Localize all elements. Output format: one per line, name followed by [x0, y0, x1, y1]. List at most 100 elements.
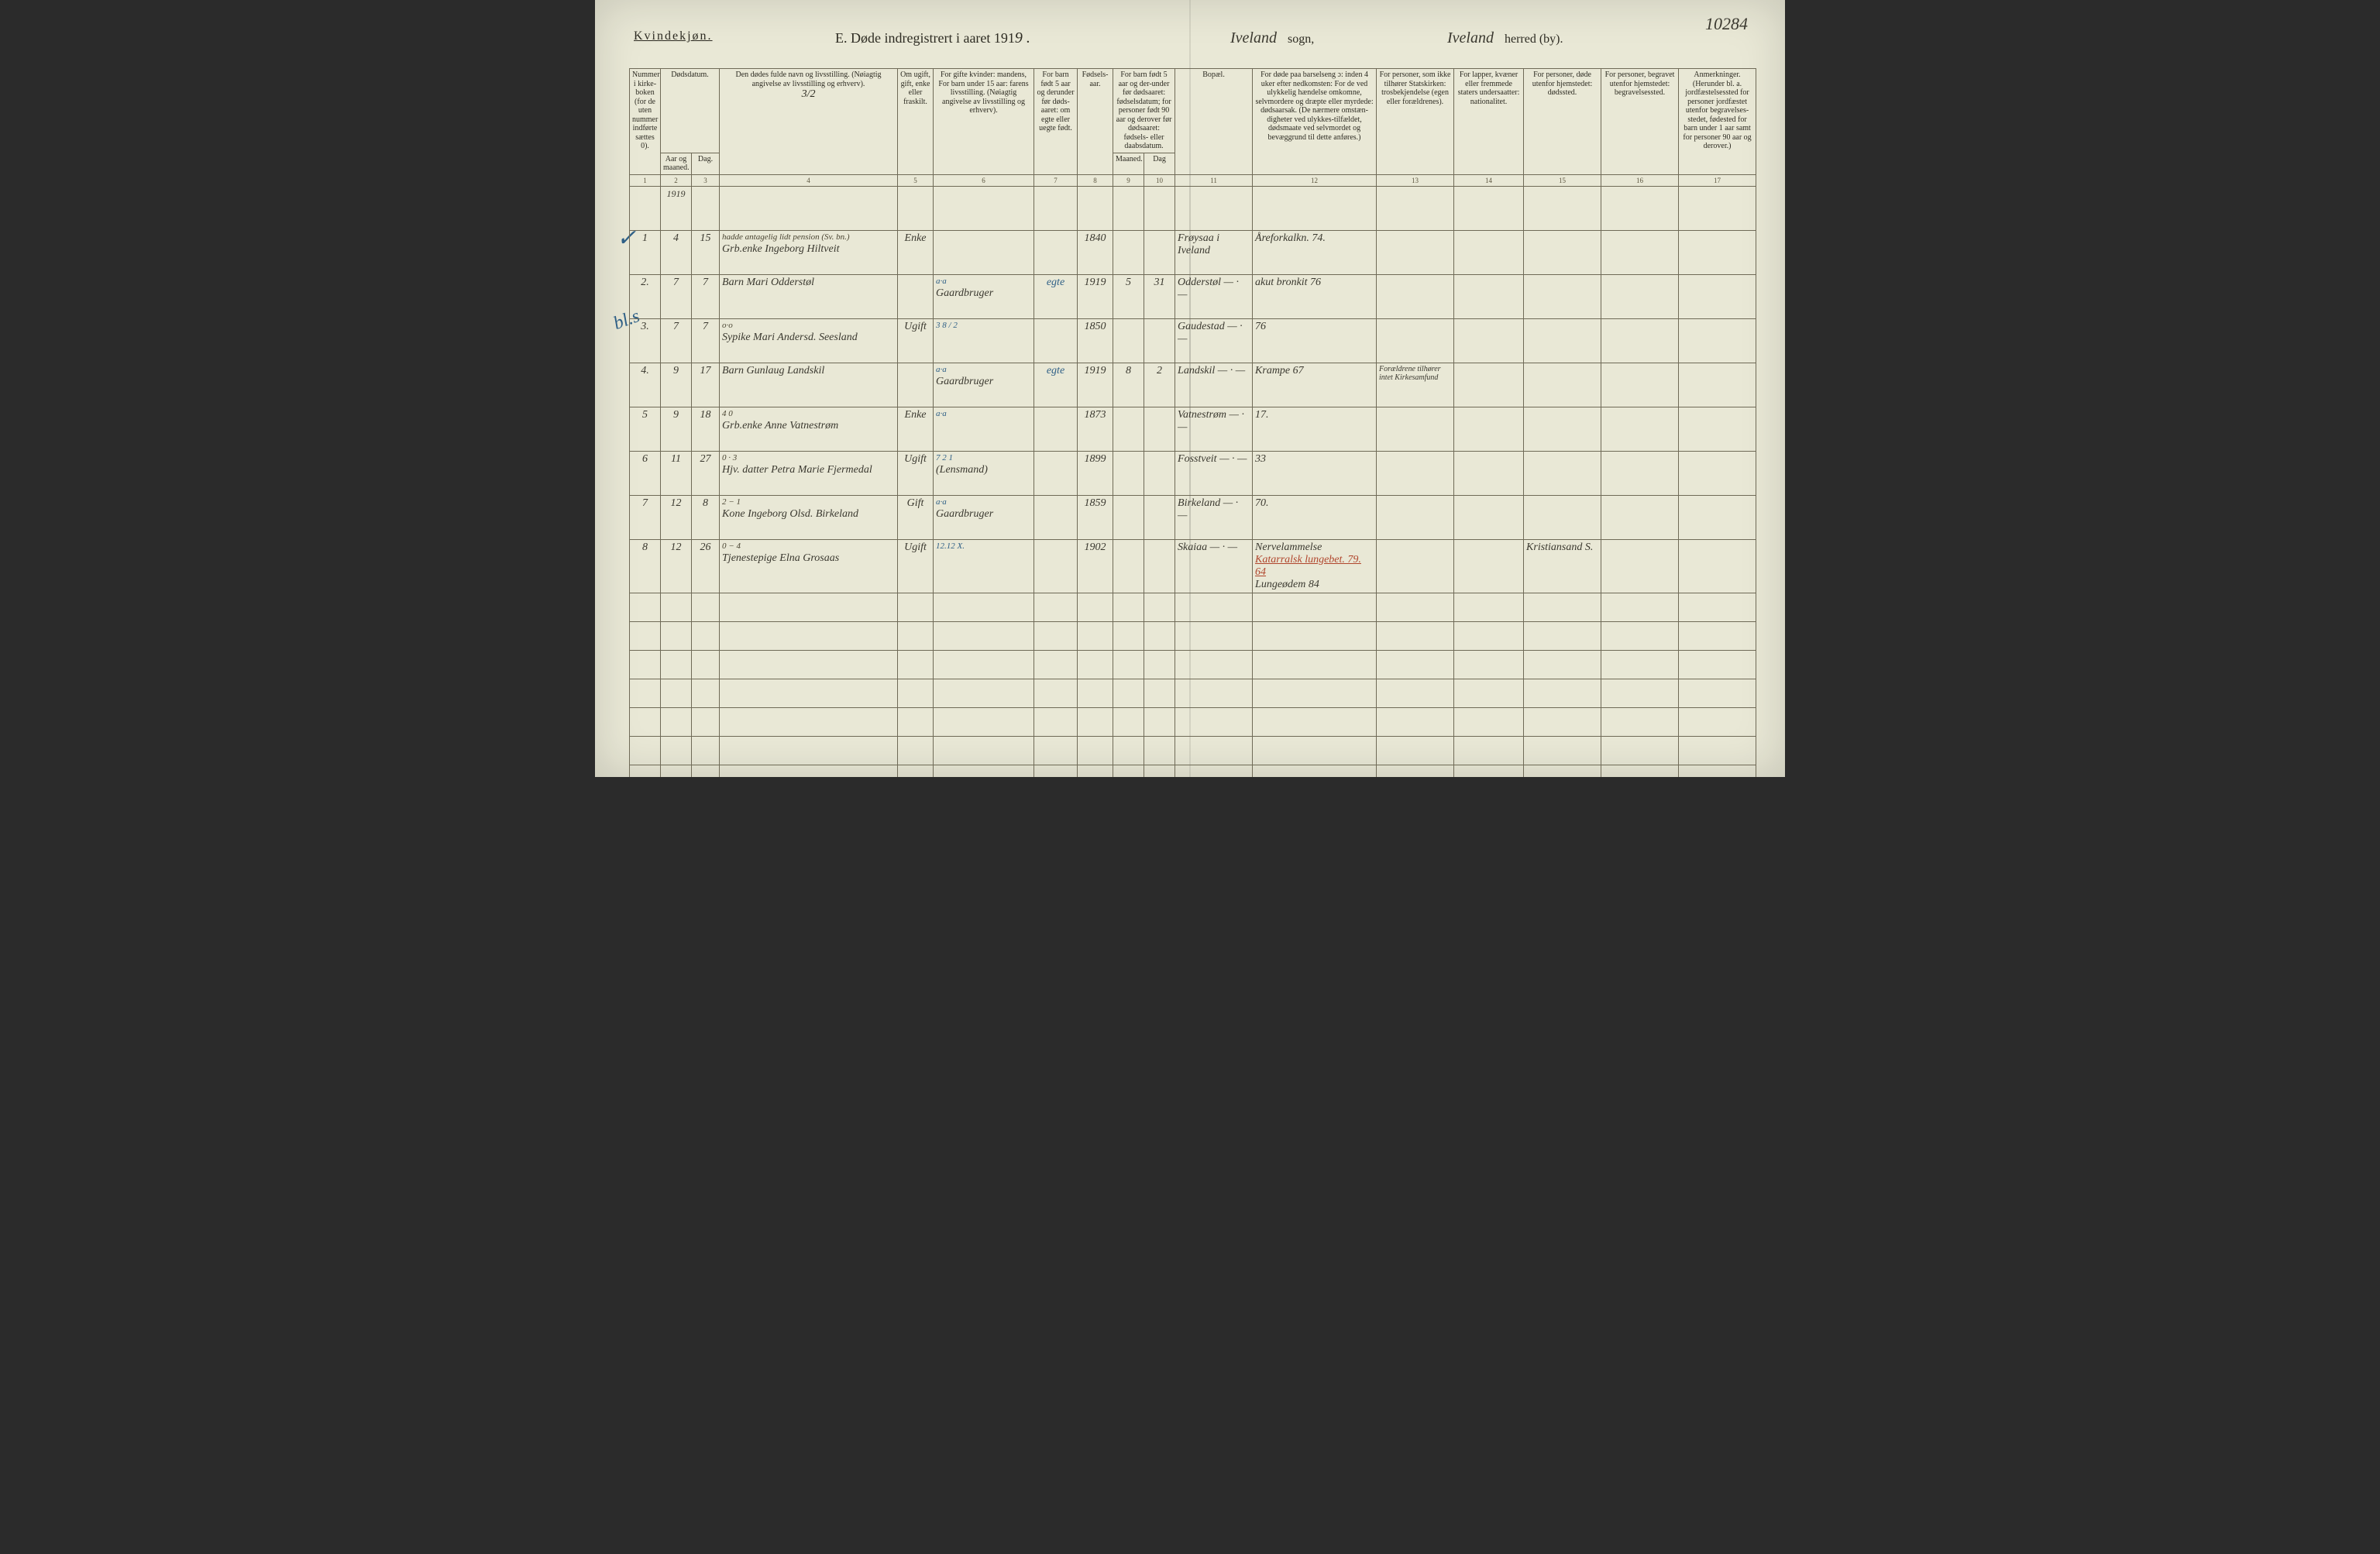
table-row-blank	[630, 679, 1756, 707]
cell-13	[1377, 318, 1454, 363]
cell-9	[1113, 230, 1144, 274]
cell-13	[1377, 230, 1454, 274]
cell-6: a·aGaardbruger	[934, 363, 1034, 407]
cell-month: 9	[661, 363, 692, 407]
cell-day: 7	[692, 274, 720, 318]
cell-7	[1034, 230, 1078, 274]
cell-num: 1	[630, 230, 661, 274]
cell-10	[1144, 451, 1175, 495]
cell-8: 1840	[1078, 230, 1113, 274]
cell-num: 6	[630, 451, 661, 495]
cell-6: a·aGaardbruger	[934, 274, 1034, 318]
cell-7	[1034, 318, 1078, 363]
table-row: 812260 − 4Tjenestepige Elna GrosaasUgift…	[630, 539, 1756, 593]
cell-name: 0 · 3Hjv. datter Petra Marie Fjermedal	[720, 451, 898, 495]
cell-12: NervelammelseKatarralsk lungebet. 79. 64…	[1253, 539, 1377, 593]
cell-month: 12	[661, 539, 692, 593]
cell-num: 5	[630, 407, 661, 451]
cell-15: Kristiansand S.	[1524, 539, 1601, 593]
cell-11: Fosstveit — · —	[1175, 451, 1253, 495]
colnum: 3	[692, 174, 720, 186]
cell-12: 33	[1253, 451, 1377, 495]
cell-7	[1034, 451, 1078, 495]
colnum: 16	[1601, 174, 1679, 186]
colnum: 2	[661, 174, 692, 186]
cell-17	[1679, 318, 1756, 363]
cell-stand: Gift	[898, 495, 934, 539]
cell-num: 4.	[630, 363, 661, 407]
colnum: 14	[1454, 174, 1524, 186]
col-12-head: For døde paa barselseng ɔ: inden 4 uker …	[1253, 69, 1377, 175]
col-15-head: For personer, døde utenfor hjemstedet: d…	[1524, 69, 1601, 175]
col-9-10-group: For barn født 5 aar og der-under før død…	[1113, 69, 1175, 153]
cell-14	[1454, 407, 1524, 451]
cell-7	[1034, 495, 1078, 539]
year-annotation-row: 1919	[630, 186, 1756, 230]
cell-month: 9	[661, 407, 692, 451]
cell-17	[1679, 539, 1756, 593]
cell-9	[1113, 407, 1144, 451]
gender-label: Kvindekjøn.	[634, 29, 713, 43]
table-row-blank	[630, 593, 1756, 621]
colnum: 17	[1679, 174, 1756, 186]
cell-13	[1377, 274, 1454, 318]
title-prefix: E. Døde indregistrert i aaret 191	[835, 30, 1015, 46]
colnum: 6	[934, 174, 1034, 186]
col-17-head: Anmerkninger. (Herunder bl. a. jordfæste…	[1679, 69, 1756, 175]
cell-8: 1873	[1078, 407, 1113, 451]
cell-10	[1144, 407, 1175, 451]
cell-8: 1850	[1078, 318, 1113, 363]
cell-11: Odderstøl — · —	[1175, 274, 1253, 318]
cell-15	[1524, 318, 1601, 363]
cell-16	[1601, 407, 1679, 451]
colnum: 15	[1524, 174, 1601, 186]
cell-name: o·oSypike Mari Andersd. Seesland	[720, 318, 898, 363]
col-3-head: Dag.	[692, 153, 720, 174]
cell-7	[1034, 407, 1078, 451]
cell-8: 1902	[1078, 539, 1113, 593]
cell-10	[1144, 539, 1175, 593]
cell-11: Vatnestrøm — · —	[1175, 407, 1253, 451]
colnum: 13	[1377, 174, 1454, 186]
table-row-blank	[630, 621, 1756, 650]
cell-6: a·a	[934, 407, 1034, 451]
cell-15	[1524, 407, 1601, 451]
cell-8: 1899	[1078, 451, 1113, 495]
cell-stand: Enke	[898, 407, 934, 451]
cell-day: 17	[692, 363, 720, 407]
cell-name: Barn Gunlaug Landskil	[720, 363, 898, 407]
cell-11: Gaudestad — · —	[1175, 318, 1253, 363]
col-7-head: For barn født 5 aar og derunder før døds…	[1034, 69, 1078, 175]
cell-17	[1679, 274, 1756, 318]
col-14-head: For lapper, kvæner eller fremmede stater…	[1454, 69, 1524, 175]
col-5-head: Om ugift, gift, enke eller fraskilt.	[898, 69, 934, 175]
table-row-blank	[630, 707, 1756, 736]
cell-9: 8	[1113, 363, 1144, 407]
cell-6: 12.12 X.	[934, 539, 1034, 593]
cell-15	[1524, 495, 1601, 539]
col-4-hand: 3/2	[802, 88, 816, 100]
colnum: 9	[1113, 174, 1144, 186]
cell-10	[1144, 318, 1175, 363]
cell-12: Krampe 67	[1253, 363, 1377, 407]
col-8-head: Fødsels-aar.	[1078, 69, 1113, 175]
cell-stand: Ugift	[898, 451, 934, 495]
cell-16	[1601, 318, 1679, 363]
cell-16	[1601, 539, 1679, 593]
colnum: 12	[1253, 174, 1377, 186]
cell-11: Skaiaa — · —	[1175, 539, 1253, 593]
cell-15	[1524, 363, 1601, 407]
col-6-head: For gifte kvinder: mandens, For barn und…	[934, 69, 1034, 175]
col-4-head: Den dødes fulde navn og livsstilling. (N…	[720, 69, 898, 175]
table-row-blank	[630, 765, 1756, 777]
register-title: E. Døde indregistrert i aaret 1919 .	[835, 29, 1030, 47]
cell-num: 7	[630, 495, 661, 539]
cell-month: 7	[661, 318, 692, 363]
sogn-name: Iveland	[1230, 29, 1277, 46]
title-year: 9 .	[1015, 29, 1030, 46]
herred-label: herred (by).	[1505, 33, 1563, 46]
table-row: 1415hadde antagelig lidt pension (Sv. bn…	[630, 230, 1756, 274]
cell-12: 70.	[1253, 495, 1377, 539]
cell-6: 3 8 / 2	[934, 318, 1034, 363]
cell-17	[1679, 407, 1756, 451]
